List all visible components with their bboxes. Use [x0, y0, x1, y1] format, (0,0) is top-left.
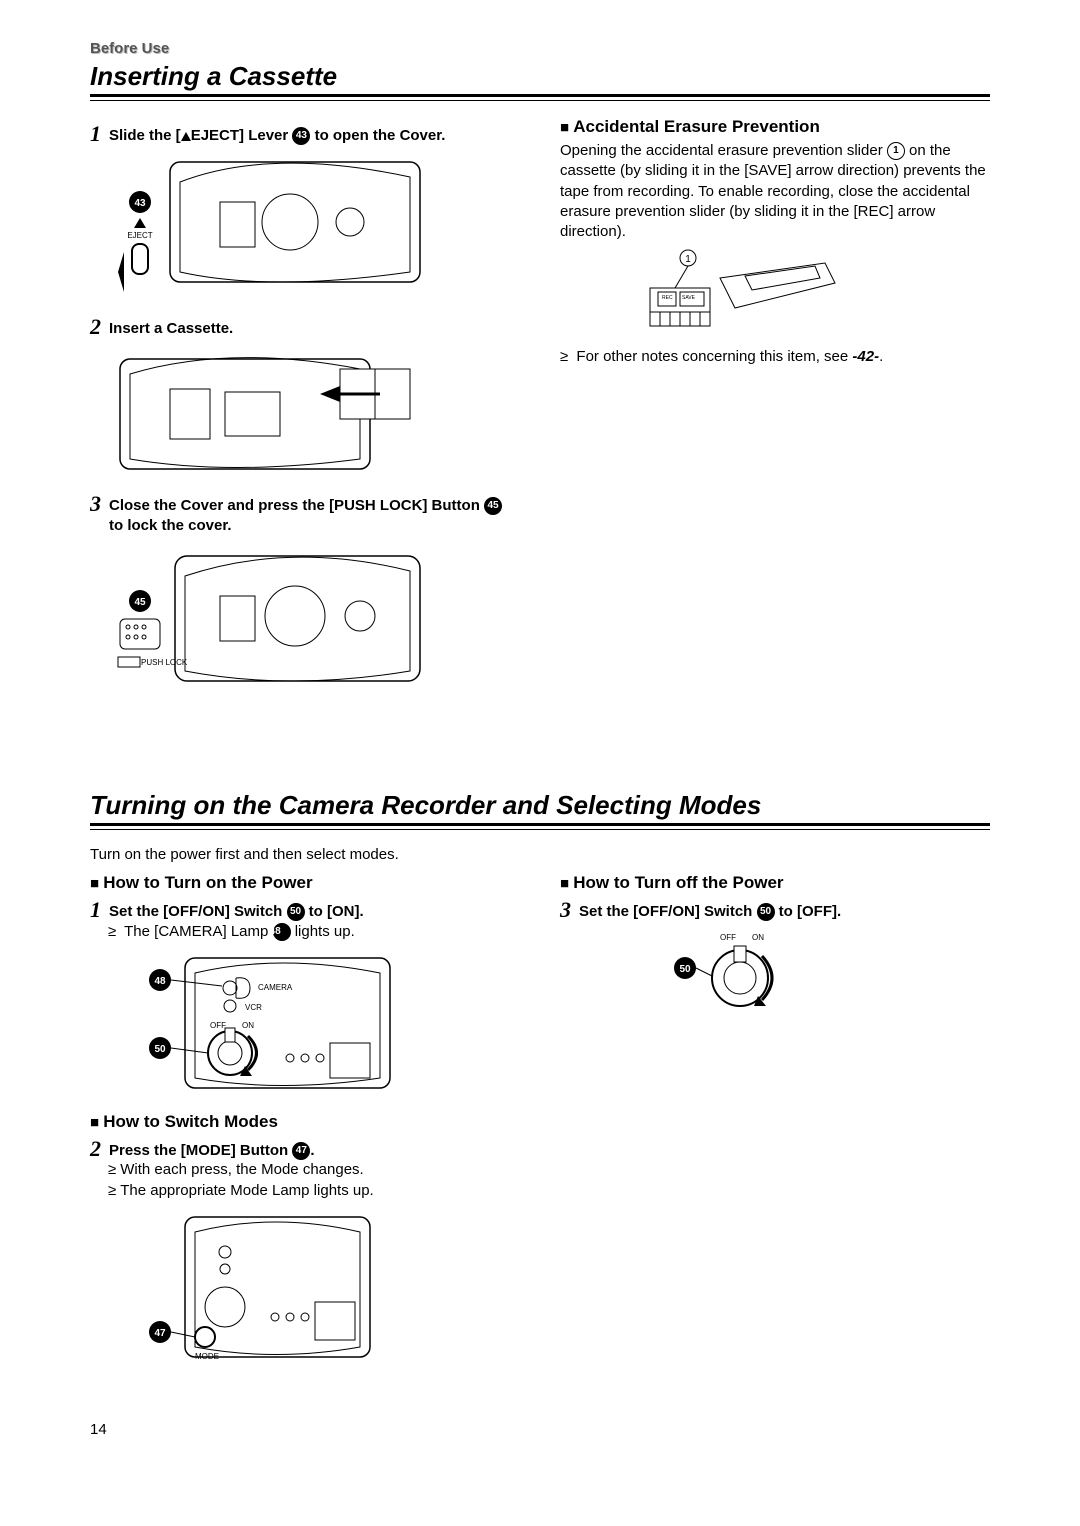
aep-note: For other notes concerning this item, se…: [560, 347, 990, 367]
aep-note-pre: For other notes concerning this item, se…: [576, 348, 852, 365]
s2-step1: 1 Set the [OFF/ON] Switch 50 to [ON].: [90, 899, 520, 922]
figure-5: CAMERA VCR 48 OFF ON 50: [130, 948, 520, 1098]
s2-step2-pre: Press the [MODE] Button: [109, 1142, 292, 1159]
turn-on-heading: How to Turn on the Power: [90, 873, 520, 893]
ref-48: 48: [273, 923, 291, 941]
s2-step1-num: 1: [90, 899, 101, 921]
ref-47: 47: [292, 1142, 310, 1160]
ref-1: 1: [887, 142, 905, 160]
step3: 3 Close the Cover and press the [PUSH LO…: [90, 493, 520, 535]
svg-text:43: 43: [134, 198, 146, 209]
s2-step2-num: 2: [90, 1138, 101, 1160]
step3-num: 3: [90, 493, 101, 515]
s2-step1-text: Set the [OFF/ON] Switch 50 to [ON].: [109, 899, 364, 922]
step3-pre: Close the Cover and press the [PUSH LOCK…: [109, 497, 484, 514]
section2-left: How to Turn on the Power 1 Set the [OFF/…: [90, 873, 520, 1381]
svg-text:ON: ON: [752, 933, 764, 942]
figure-4: 1 REC SAVE: [640, 248, 990, 333]
step2-num: 2: [90, 316, 101, 338]
s2-step3-post: to [OFF].: [775, 903, 842, 920]
step1-mid: EJECT] Lever: [191, 127, 293, 144]
figure-3: 45 PUSH LOCK: [110, 541, 520, 696]
svg-text:50: 50: [679, 964, 691, 975]
s2-step3-text: Set the [OFF/ON] Switch 50 to [OFF].: [579, 899, 841, 922]
svg-text:REC: REC: [662, 295, 673, 301]
eject-triangle-icon: [181, 132, 191, 141]
section1-columns: 1 Slide the [ EJECT] Lever 43 to open the…: [90, 117, 990, 710]
section2-right: How to Turn off the Power 3 Set the [OFF…: [560, 873, 990, 1381]
page-number: 14: [90, 1421, 990, 1438]
s2-step3-num: 3: [560, 899, 571, 921]
svg-text:MODE: MODE: [195, 1352, 219, 1361]
s2-step1-pre: Set the [OFF/ON] Switch: [109, 903, 287, 920]
turn-off-heading: How to Turn off the Power: [560, 873, 990, 893]
ref-50b: 50: [757, 903, 775, 921]
step1-post: to open the Cover.: [310, 127, 445, 144]
svg-text:SAVE: SAVE: [682, 295, 696, 301]
section1-left: 1 Slide the [ EJECT] Lever 43 to open the…: [90, 117, 520, 710]
s2-step3-pre: Set the [OFF/ON] Switch: [579, 903, 757, 920]
svg-text:VCR: VCR: [245, 1003, 262, 1012]
svg-text:47: 47: [154, 1328, 166, 1339]
ref-43: 43: [292, 127, 310, 145]
rule2: [90, 823, 990, 830]
step1-text: Slide the [ EJECT] Lever 43 to open the C…: [109, 123, 445, 146]
aep-body: Opening the accidental erasure preventio…: [560, 141, 990, 242]
svg-text:1: 1: [685, 254, 691, 265]
s2-step1-sub-post: lights up.: [291, 923, 355, 940]
s2-step1-sub: The [CAMERA] Lamp 48 lights up.: [90, 922, 520, 942]
figure-7: OFF ON 50: [670, 928, 990, 1023]
step3-post: to lock the cover.: [109, 517, 232, 534]
step2: 2 Insert a Cassette.: [90, 316, 520, 339]
aep-note-post: .: [879, 348, 883, 365]
s2-step2-sub2: The appropriate Mode Lamp lights up.: [90, 1181, 520, 1201]
switch-modes-heading: How to Switch Modes: [90, 1112, 520, 1132]
s2-step2-text: Press the [MODE] Button 47.: [109, 1138, 315, 1161]
figure-2: [110, 344, 520, 479]
figure-1: 43 EJECT: [110, 152, 520, 302]
rule: [90, 94, 990, 101]
s2-step3: 3 Set the [OFF/ON] Switch 50 to [OFF].: [560, 899, 990, 922]
header-section-label: Before Use: [90, 40, 990, 57]
svg-text:OFF: OFF: [210, 1021, 226, 1030]
figure-6: MODE 47: [140, 1207, 520, 1367]
s2-step1-post: to [ON].: [305, 903, 364, 920]
svg-text:45: 45: [134, 597, 146, 608]
svg-text:PUSH LOCK: PUSH LOCK: [141, 658, 188, 667]
svg-text:CAMERA: CAMERA: [258, 983, 293, 992]
aep-heading: Accidental Erasure Prevention: [560, 117, 990, 137]
section2-intro: Turn on the power first and then select …: [90, 846, 990, 863]
aep-p1a: Opening the accidental erasure preventio…: [560, 142, 887, 159]
svg-text:48: 48: [154, 976, 166, 987]
step3-text: Close the Cover and press the [PUSH LOCK…: [109, 493, 520, 535]
section1-title: Inserting a Cassette: [90, 61, 990, 92]
section2-title: Turning on the Camera Recorder and Selec…: [90, 790, 990, 821]
s2-step2-post: .: [310, 1142, 314, 1159]
svg-text:OFF: OFF: [720, 933, 736, 942]
svg-text:ON: ON: [242, 1021, 254, 1030]
step1-pre: Slide the [: [109, 127, 181, 144]
ref-50a: 50: [287, 903, 305, 921]
s2-step2: 2 Press the [MODE] Button 47.: [90, 1138, 520, 1161]
step1-num: 1: [90, 123, 101, 145]
step2-text: Insert a Cassette.: [109, 316, 233, 339]
s2-step2-sub1: With each press, the Mode changes.: [90, 1160, 520, 1180]
section2-columns: How to Turn on the Power 1 Set the [OFF/…: [90, 873, 990, 1381]
svg-text:50: 50: [154, 1044, 166, 1055]
spacer: [90, 710, 990, 790]
ref-45: 45: [484, 497, 502, 515]
section1-right: Accidental Erasure Prevention Opening th…: [560, 117, 990, 710]
aep-note-ref: -42-: [852, 348, 879, 365]
s2-step1-sub-pre: The [CAMERA] Lamp: [124, 923, 272, 940]
svg-text:EJECT: EJECT: [127, 231, 152, 240]
step1: 1 Slide the [ EJECT] Lever 43 to open the…: [90, 123, 520, 146]
